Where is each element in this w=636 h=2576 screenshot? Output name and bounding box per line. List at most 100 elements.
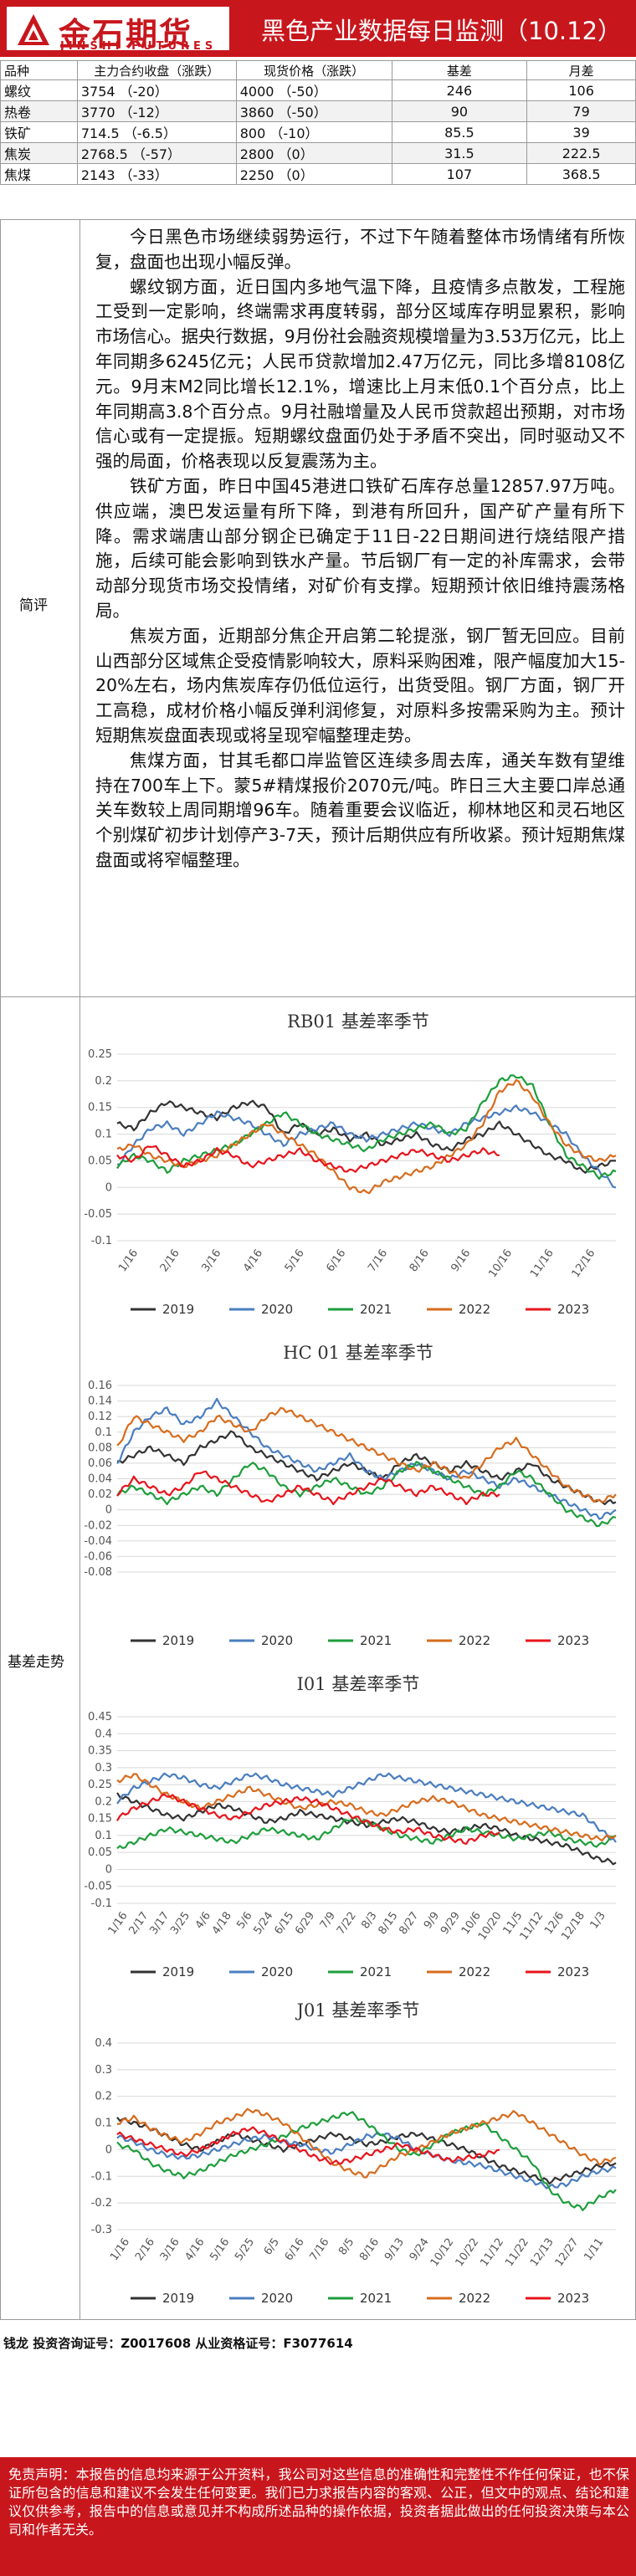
y-tick-label: 0.3	[95, 1762, 112, 1775]
series-line-2022	[116, 1773, 617, 1842]
cell-spot: 800 （-10）	[235, 121, 392, 143]
legend-label: 2020	[261, 1964, 293, 1979]
comment-paragraph-rebar: 螺纹钢方面，近日国内多地气温下降，且疫情多点散发，工程施工受到一定影响，终端需求…	[95, 276, 625, 472]
y-tick-label: 0.3	[95, 2064, 112, 2077]
cell-name: 螺纹	[0, 79, 78, 101]
x-tick-label: 7/16	[366, 1247, 390, 1275]
logo-chinese-text: 金石期货	[59, 15, 193, 53]
y-tick-label: 0.05	[88, 1155, 112, 1167]
x-tick-label: 9/13	[382, 2236, 407, 2264]
series-line-2023	[116, 1793, 500, 1845]
x-tick-label: 9/24	[408, 2236, 432, 2264]
cell-spread: 39	[526, 121, 636, 143]
y-tick-label: 0.06	[88, 1457, 112, 1470]
cell-spot: 2250 （0）	[235, 163, 392, 185]
series-line-2023	[116, 2126, 500, 2165]
x-tick-label: 1/3	[588, 1910, 608, 1932]
comment-label-cell: 简评	[0, 219, 80, 997]
chart-title: HC 01 基差率季节	[283, 1343, 433, 1363]
series-line-2019	[116, 1792, 617, 1866]
x-tick-label: 12/27	[553, 2236, 582, 2269]
y-tick-label: -0.06	[84, 1550, 112, 1563]
column-header-futures: 主力合约收盘（涨跌）	[76, 60, 237, 80]
cell-spread: 368.5	[526, 163, 636, 185]
series-line-2021	[116, 1816, 617, 1850]
cell-basis: 31.5	[391, 142, 528, 164]
y-tick-label: -0.02	[84, 1519, 112, 1532]
x-tick-label: 5/16	[283, 1247, 307, 1275]
cell-futures: 3754 （-20）	[76, 79, 237, 101]
x-tick-label: 9/29	[439, 1910, 463, 1938]
logo-english-text: JINSHI FUTURES	[60, 40, 218, 53]
x-tick-label: 1/11	[582, 2236, 606, 2264]
x-tick-label: 12/16	[570, 1247, 598, 1280]
y-tick-label: 0.15	[88, 1102, 112, 1114]
column-header-basis: 基差	[391, 60, 528, 80]
x-tick-label: 6/15	[272, 1910, 296, 1938]
series-line-2022	[116, 1078, 617, 1195]
y-tick-label: -0.2	[91, 2197, 112, 2210]
y-tick-label: 0.35	[88, 1745, 112, 1758]
x-tick-label: 11/12	[478, 2236, 506, 2269]
legend-label: 2019	[162, 1302, 194, 1317]
series-line-2023	[116, 1470, 500, 1506]
basis-label-cell: 基差走势	[0, 997, 80, 2320]
table-row: 铁矿 714.5 （-6.5） 800 （-10） 85.5 39	[0, 121, 636, 143]
cell-spot: 4000 （-50）	[235, 79, 392, 101]
series-line-2021	[116, 1461, 617, 1528]
x-tick-label: 3/16	[199, 1247, 223, 1275]
x-tick-label: 1/16	[108, 2236, 132, 2264]
basis-label: 基差走势	[8, 1654, 64, 1671]
x-tick-label: 6/16	[283, 2236, 307, 2264]
hc01-basis-rate-chart: HC 01 基差率季节 0.16 0.14 0.12 0.1 0.08 0.06 0.04 0.…	[84, 1343, 617, 1648]
i01-basis-rate-chart: I01 基差率季节 0.45 0.4 0.35 0.3 0.25 0.2 0.15 0.1 0.0…	[84, 1674, 617, 1979]
y-tick-label: -0.04	[84, 1535, 112, 1548]
chart-panel-rb01: RB01 基差率季节 0.25 0.2 0.15 0.1 0.05 0 -0.05 -0.1 1/…	[80, 1002, 636, 1329]
y-tick-label: 0.05	[88, 1846, 112, 1859]
comment-label: 简评	[19, 597, 48, 614]
disclaimer: 免责声明：本报告的信息均来源于公开资料，我公司对这些信息的准确性和完整性不作任何…	[0, 2457, 636, 2576]
comment-paragraph-summary: 今日黑色市场继续弱势运行，不过下午随着整体市场情绪有所恢复，盘面也出现小幅反弹。	[95, 227, 625, 272]
x-tick-label: 2/16	[133, 2236, 157, 2264]
cell-spread: 106	[526, 79, 636, 101]
series-line-2020	[116, 1772, 617, 1843]
y-tick-label: 0	[105, 1504, 112, 1517]
x-tick-label: 10/12	[428, 2236, 457, 2269]
x-tick-label: 8/15	[376, 1910, 400, 1938]
legend-label: 2020	[261, 1633, 293, 1648]
y-tick-label: 0.1	[95, 1830, 112, 1842]
y-tick-label: 0	[105, 1863, 112, 1876]
x-tick-label: 8/16	[357, 2236, 382, 2264]
y-tick-label: 0.14	[88, 1396, 112, 1408]
cell-spread: 79	[526, 100, 636, 122]
series-line-2020	[116, 1104, 617, 1189]
y-tick-label: 0.12	[88, 1411, 112, 1423]
cell-name: 铁矿	[0, 121, 78, 143]
j01-basis-rate-chart: J01 基差率季节 0.4 0.3 0.2 0.1 0 -0.1 -0.2 -0.31/16 2/…	[91, 2000, 617, 2306]
x-tick-label: 3/25	[168, 1910, 192, 1938]
cell-basis: 246	[391, 79, 528, 101]
x-tick-label: 5/25	[233, 2236, 257, 2264]
x-tick-label: 1/16	[106, 1910, 131, 1938]
y-tick-label: 0	[105, 2143, 112, 2156]
analyst-contact: 钱龙 投资咨询证号：Z0017608 从业资格证号：F3077614	[3, 2336, 353, 2351]
legend-label: 2019	[162, 1964, 194, 1979]
series-line-2019	[116, 1099, 616, 1174]
series-line-2019	[116, 1430, 617, 1506]
y-tick-label: 0.25	[88, 1048, 112, 1061]
cell-futures: 3770 （-12）	[76, 100, 237, 122]
cell-basis: 85.5	[391, 121, 528, 143]
cell-name: 焦炭	[0, 142, 78, 164]
chart-title: RB01 基差率季节	[287, 1011, 429, 1032]
x-tick-label: 2/17	[126, 1910, 151, 1938]
y-tick-label: 0.1	[95, 2118, 112, 2130]
legend-label: 2021	[360, 1633, 392, 1648]
x-tick-label: 11/16	[528, 1247, 556, 1280]
x-tick-label: 8/27	[397, 1910, 421, 1938]
x-tick-label: 4/16	[241, 1247, 265, 1275]
cell-name: 焦煤	[0, 163, 78, 185]
legend-label: 2019	[162, 2291, 194, 2306]
x-tick-label: 10/16	[486, 1247, 515, 1280]
table-row: 螺纹 3754 （-20） 4000 （-50） 246 106	[0, 79, 636, 101]
column-header-spread: 月差	[526, 60, 636, 80]
